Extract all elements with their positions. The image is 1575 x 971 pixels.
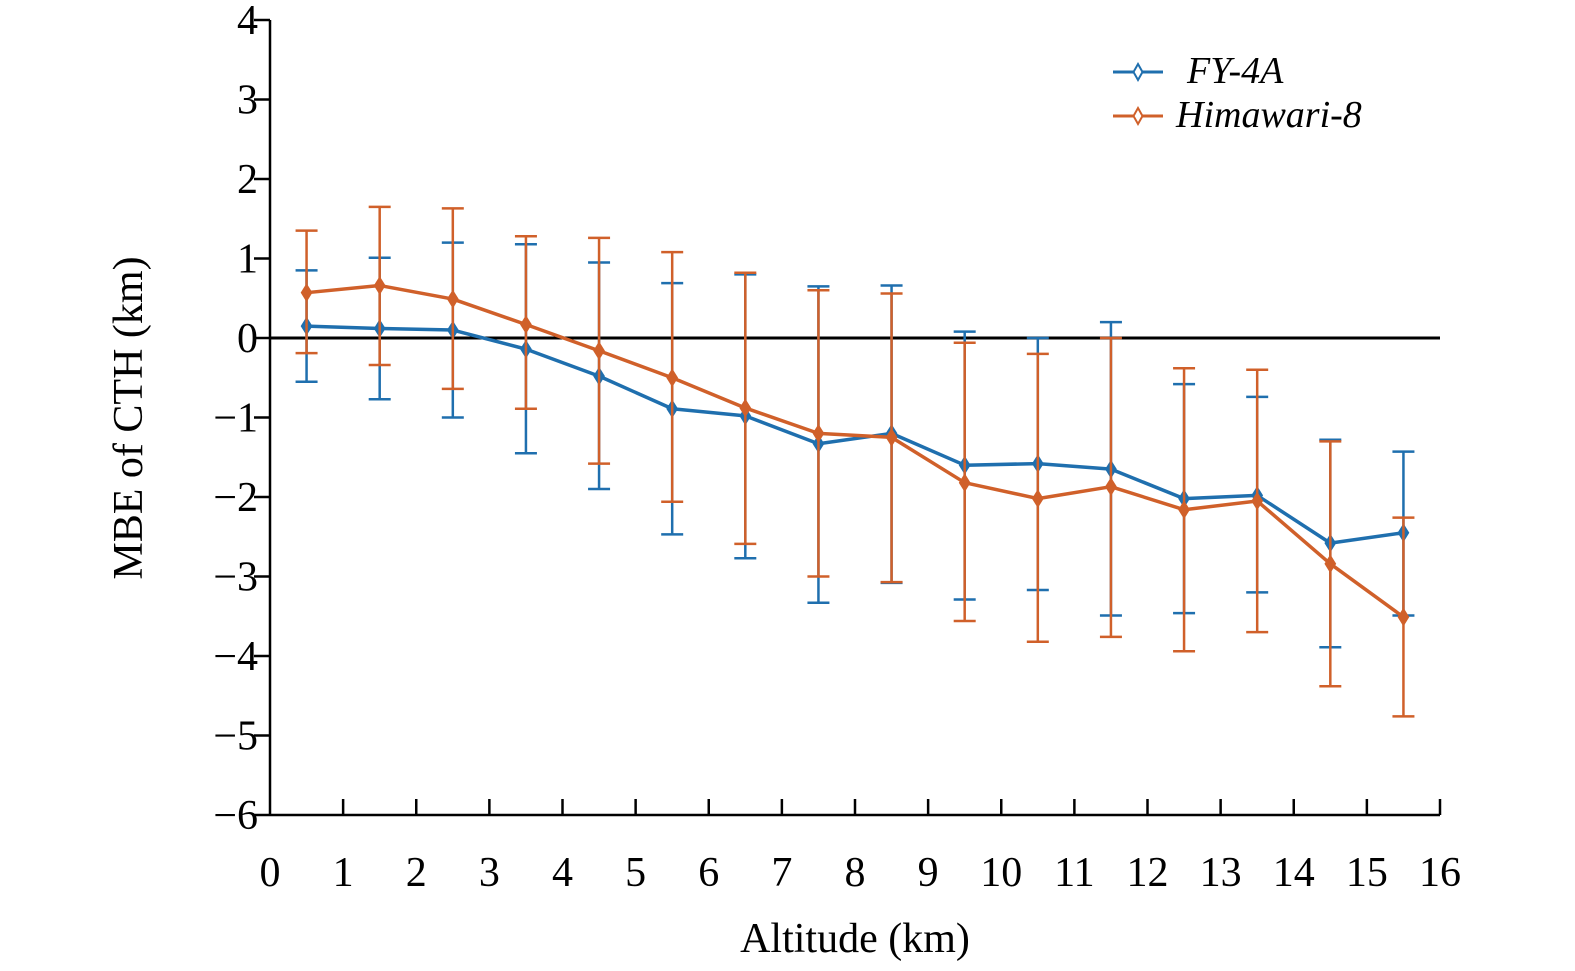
series-himawari8 bbox=[295, 205, 1415, 718]
y-tick-label: −3 bbox=[213, 555, 258, 601]
x-tick-label: 9 bbox=[918, 850, 939, 896]
x-tick-label: 3 bbox=[479, 850, 500, 896]
data-point-himawari8 bbox=[300, 283, 313, 303]
x-tick-label: 6 bbox=[698, 850, 719, 896]
data-point-himawari8 bbox=[446, 289, 459, 309]
x-tick-label: 1 bbox=[333, 850, 354, 896]
data-point-himawari8 bbox=[739, 398, 752, 418]
y-tick-label: 0 bbox=[237, 316, 258, 362]
data-point-himawari8 bbox=[666, 368, 679, 388]
legend-item-himawari8: Himawari-8 bbox=[1113, 94, 1362, 136]
x-tick-label: 11 bbox=[1054, 850, 1094, 896]
y-axis-title: MBE of CTH (km) bbox=[106, 256, 152, 579]
y-tick-label: −5 bbox=[213, 714, 258, 760]
data-point-himawari8 bbox=[373, 276, 386, 295]
x-tick-label: 16 bbox=[1419, 850, 1461, 896]
y-tick-label: −2 bbox=[213, 475, 258, 521]
data-point-himawari8 bbox=[1105, 477, 1117, 497]
x-tick-label: 7 bbox=[771, 850, 792, 896]
data-point-himawari8 bbox=[1031, 489, 1044, 509]
series-line-himawari8 bbox=[306, 283, 1405, 619]
x-tick-label: 15 bbox=[1346, 850, 1388, 896]
data-point-himawari8 bbox=[1178, 500, 1190, 520]
legend-marker-himawari8 bbox=[1132, 105, 1144, 127]
x-tick-label: 4 bbox=[552, 850, 573, 896]
data-point-himawari8 bbox=[1324, 554, 1337, 574]
x-ticks: 0 1 2 3 4 5 6 7 8 9 10 11 12 13 14 15 16 bbox=[260, 799, 1461, 896]
data-point-himawari8 bbox=[812, 423, 825, 443]
x-tick-label: 5 bbox=[625, 850, 646, 896]
data-point-himawari8 bbox=[885, 427, 898, 447]
x-tick-label: 8 bbox=[845, 850, 866, 896]
y-tick-label: 2 bbox=[237, 157, 258, 203]
y-tick-label: −6 bbox=[213, 793, 258, 839]
legend-label-fy4a: FY-4A bbox=[1186, 50, 1284, 92]
legend-label-himawari8: Himawari-8 bbox=[1175, 94, 1362, 136]
x-axis-title: Altitude (km) bbox=[740, 916, 970, 962]
x-tick-label: 10 bbox=[980, 850, 1022, 896]
y-ticks: 4 3 2 1 0 −1 −2 −3 −4 −5 −6 bbox=[213, 0, 270, 839]
y-tick-label: 4 bbox=[237, 0, 258, 44]
legend: FY-4A Himawari-8 bbox=[1113, 50, 1362, 136]
y-tick-label: −4 bbox=[213, 634, 258, 680]
data-point-himawari8 bbox=[593, 341, 605, 361]
y-tick-label: −1 bbox=[213, 396, 258, 442]
legend-marker-fy4a bbox=[1132, 61, 1144, 83]
data-point-himawari8 bbox=[1251, 491, 1264, 511]
data-point-himawari8 bbox=[1397, 607, 1410, 627]
y-tick-label: 3 bbox=[237, 78, 258, 124]
x-tick-label: 12 bbox=[1127, 850, 1169, 896]
x-tick-label: 0 bbox=[260, 850, 281, 896]
x-tick-label: 14 bbox=[1273, 850, 1315, 896]
data-point-himawari8 bbox=[520, 315, 532, 334]
series-layer bbox=[295, 205, 1415, 718]
x-tick-label: 2 bbox=[406, 850, 427, 896]
series-line-fy4a bbox=[306, 324, 1404, 545]
legend-item-fy4a: FY-4A bbox=[1113, 50, 1284, 92]
y-tick-label: 1 bbox=[237, 237, 258, 283]
data-point-himawari8 bbox=[958, 473, 971, 493]
x-tick-label: 13 bbox=[1200, 850, 1242, 896]
